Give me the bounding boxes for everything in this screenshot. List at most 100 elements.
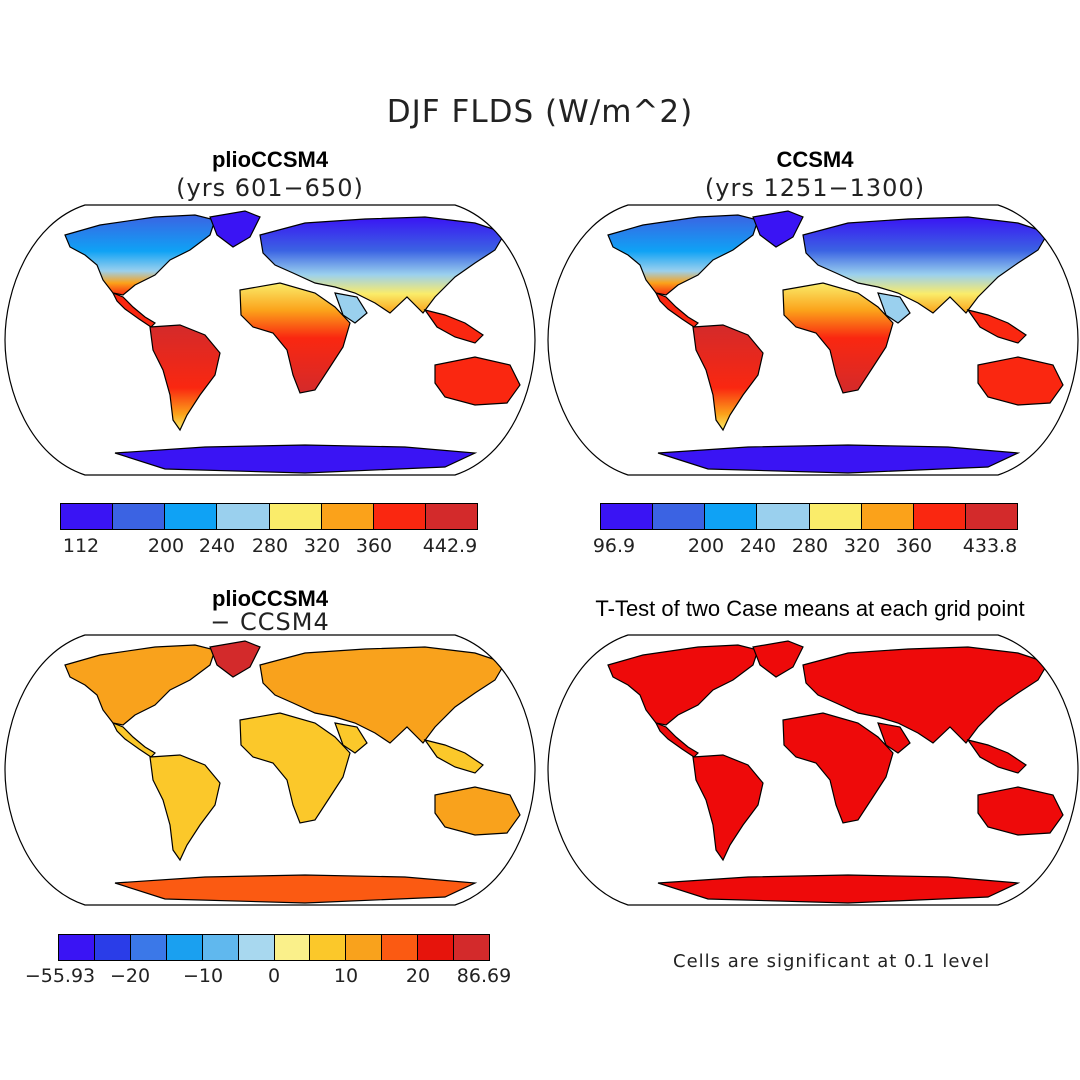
colorbar-swatch	[61, 504, 114, 529]
colorbar-2-tick: 96.9	[592, 535, 636, 557]
land-greenland	[209, 640, 261, 678]
map-border	[4, 634, 536, 906]
colorbar-swatch	[321, 504, 374, 529]
map-plioccsm4	[4, 204, 536, 476]
significance-note: Cells are significant at 0.1 level	[673, 951, 991, 972]
land-southAmerica	[149, 754, 221, 862]
colorbar-swatch	[601, 504, 654, 529]
colorbar-swatch	[653, 504, 706, 529]
map-ttest	[547, 634, 1079, 906]
colorbar-swatch	[346, 935, 383, 960]
colorbar-swatch	[454, 935, 490, 960]
land-southAmerica	[692, 754, 764, 862]
land-arabia	[334, 292, 368, 324]
land-australia	[434, 356, 521, 406]
land-antarctica	[114, 874, 478, 904]
colorbar-swatch	[965, 504, 1017, 529]
land-eurasia	[802, 216, 1049, 314]
colorbar-swatch	[217, 504, 270, 529]
colorbar-3-tick: 10	[333, 965, 359, 987]
colorbar-swatch	[238, 935, 275, 960]
land-northAmerica	[64, 644, 216, 726]
colorbar-2-tick: 320	[843, 535, 881, 557]
colorbar-2-tick: 280	[791, 535, 829, 557]
colorbar-swatch	[913, 504, 966, 529]
figure-title: DJF FLDS (W/m^2)	[386, 94, 694, 130]
land-antarctica	[114, 444, 478, 474]
land-antarctica	[657, 874, 1021, 904]
land-africa	[782, 712, 894, 824]
land-centralAmerica	[111, 721, 156, 758]
colorbar-3-tick: 20	[405, 965, 431, 987]
land-northAmerica	[64, 214, 216, 296]
land-arabia	[877, 722, 911, 754]
colorbar-swatch	[310, 935, 347, 960]
colorbar-3-tick: −10	[182, 965, 224, 987]
land-australia	[977, 356, 1064, 406]
land-greenland	[209, 210, 261, 248]
land-centralAmerica	[111, 291, 156, 328]
colorbar-swatch	[373, 504, 426, 529]
panel-1-title: plioCCSM4	[211, 147, 329, 172]
colorbar-swatch	[418, 935, 455, 960]
colorbar-2-tick: 240	[739, 535, 777, 557]
colorbar-swatch	[165, 504, 218, 529]
colorbar-swatch	[113, 504, 166, 529]
colorbar-swatch	[202, 935, 239, 960]
land-australia	[977, 786, 1064, 836]
map-border	[547, 634, 1079, 906]
land-eurasia	[259, 216, 506, 314]
colorbar-swatch	[274, 935, 311, 960]
colorbar-plioccsm4	[60, 503, 478, 530]
land-greenland	[752, 210, 804, 248]
colorbar-1-tick: 360	[355, 535, 393, 557]
colorbar-swatch	[809, 504, 862, 529]
land-australia	[434, 786, 521, 836]
colorbar-1-tick: 240	[198, 535, 236, 557]
land-centralAmerica	[654, 291, 699, 328]
panel-4-title: T-Test of two Case means at each grid po…	[595, 596, 1025, 621]
land-seAsia	[966, 309, 1027, 344]
land-northAmerica	[607, 214, 759, 296]
map-border	[547, 204, 1079, 476]
colorbar-3-tick: −55.93	[24, 965, 96, 987]
panel-3-title: plioCCSM4	[211, 586, 329, 611]
panel-2-subtitle: (yrs 1251−1300)	[704, 174, 926, 202]
land-africa	[239, 282, 351, 394]
land-northAmerica	[607, 644, 759, 726]
colorbar-3-tick: 0	[267, 965, 281, 987]
land-seAsia	[966, 739, 1027, 774]
colorbar-swatch	[59, 935, 95, 960]
land-centralAmerica	[654, 721, 699, 758]
land-seAsia	[423, 309, 484, 344]
colorbar-ccsm4	[600, 503, 1018, 530]
map-border	[4, 204, 536, 476]
land-antarctica	[657, 444, 1021, 474]
map-difference	[4, 634, 536, 906]
colorbar-1-tick: 112	[62, 535, 100, 557]
colorbar-difference	[58, 934, 490, 961]
colorbar-2-tick: 360	[895, 535, 933, 557]
colorbar-swatch	[757, 504, 810, 529]
colorbar-swatch	[166, 935, 203, 960]
land-eurasia	[259, 646, 506, 744]
colorbar-1-tick: 280	[251, 535, 289, 557]
land-eurasia	[802, 646, 1049, 744]
land-africa	[239, 712, 351, 824]
panel-1-subtitle: (yrs 601−650)	[176, 174, 364, 202]
colorbar-3-tick: −20	[109, 965, 151, 987]
land-southAmerica	[149, 324, 221, 432]
colorbar-swatch	[130, 935, 167, 960]
colorbar-2-tick: 433.8	[962, 535, 1018, 557]
land-arabia	[877, 292, 911, 324]
panel-2-title: CCSM4	[776, 147, 854, 172]
colorbar-swatch	[382, 935, 419, 960]
colorbar-swatch	[269, 504, 322, 529]
panel-3-subtitle: − CCSM4	[210, 608, 330, 636]
land-seAsia	[423, 739, 484, 774]
colorbar-swatch	[425, 504, 477, 529]
colorbar-swatch	[94, 935, 131, 960]
colorbar-3-tick: 86.69	[456, 965, 512, 987]
map-ccsm4	[547, 204, 1079, 476]
colorbar-1-tick: 320	[303, 535, 341, 557]
